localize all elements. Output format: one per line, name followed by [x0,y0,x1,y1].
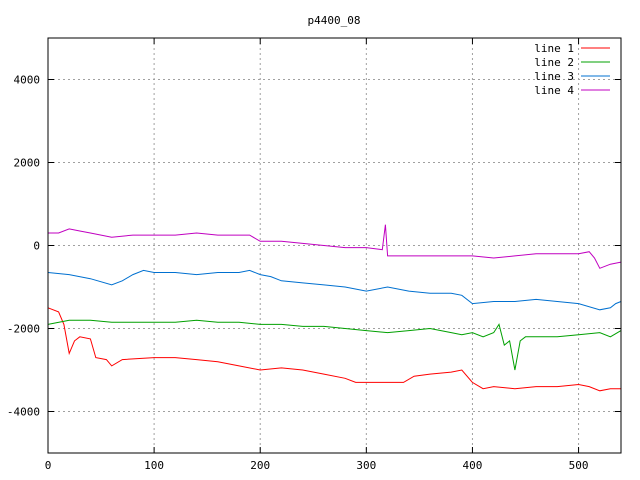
x-tick-label: 500 [569,459,589,472]
series-line-4 [48,224,622,269]
y-tick-label: 0 [33,240,40,253]
legend-label-4: line 4 [534,84,574,97]
grid [48,38,621,453]
series-line-1 [47,307,621,392]
y-tick-label: -2000 [7,323,40,336]
x-tick-label: 100 [144,459,164,472]
series-line-3 [47,269,622,311]
x-tick-label: 0 [45,459,52,472]
legend-label-2: line 2 [534,56,574,69]
chart-title: p4400_08 [308,14,361,27]
y-tick-label: -4000 [7,406,40,419]
axis-ticks: 0 100 200 300 400 500 -4000 -2000 0 2000 4000 [7,38,621,472]
legend-label-1: line 1 [534,42,574,55]
legend-label-3: line 3 [534,70,574,83]
y-tick-label: 2000 [14,157,41,170]
series-line-2 [47,319,622,371]
y-tick-label: 4000 [14,74,41,87]
x-tick-label: 200 [250,459,270,472]
series-lines [47,224,622,392]
x-tick-label: 300 [356,459,376,472]
x-tick-label: 400 [463,459,483,472]
